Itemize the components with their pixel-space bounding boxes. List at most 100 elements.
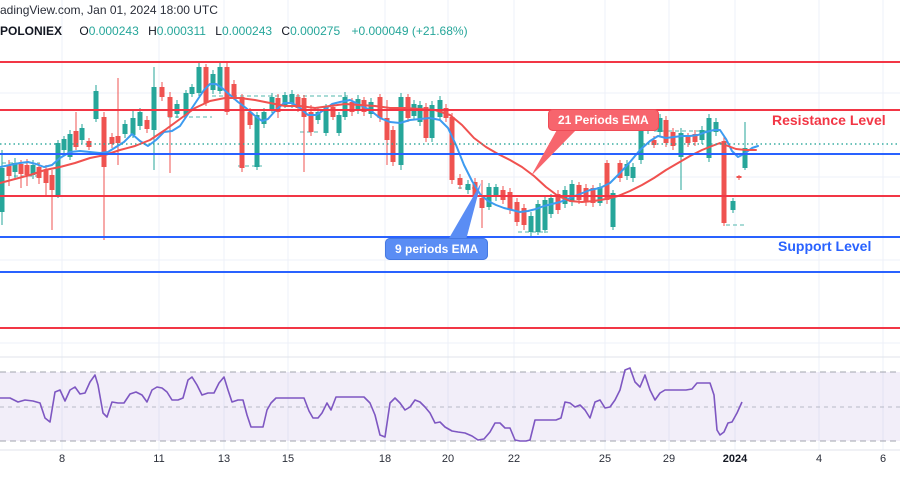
candlestick xyxy=(12,158,18,180)
close-value: 0.000275 xyxy=(290,24,341,38)
candlestick xyxy=(55,140,61,198)
open-value: 0.000243 xyxy=(88,24,139,38)
candlestick xyxy=(670,128,676,150)
high-value: 0.000311 xyxy=(156,24,206,38)
low-label: L xyxy=(215,24,222,38)
candlestick xyxy=(624,160,630,180)
candlestick xyxy=(548,194,554,218)
exchange-label[interactable]: POLONIEX xyxy=(0,24,63,38)
x-axis-tick-label: 6 xyxy=(880,453,886,465)
x-axis[interactable]: 8 11 13 15 18 20 22 25 29 2024 4 6 xyxy=(0,449,900,465)
candlestick xyxy=(742,122,748,170)
candlestick xyxy=(576,182,582,204)
candlestick xyxy=(210,70,216,94)
candlestick xyxy=(224,63,230,115)
candlestick xyxy=(390,126,396,166)
candlestick xyxy=(535,200,541,235)
level-lines-layer xyxy=(0,61,900,329)
candlestick xyxy=(67,130,73,160)
candlestick xyxy=(73,112,79,150)
candlestick xyxy=(368,98,374,118)
resistance-level-label[interactable]: Resistance Level xyxy=(772,112,886,128)
watermark-datetime: adingView.com, Jan 01, 2024 18:00 UTC xyxy=(0,3,218,17)
candlestick xyxy=(457,174,463,189)
candlestick xyxy=(49,170,55,230)
candlestick xyxy=(189,84,195,97)
ema9-line[interactable] xyxy=(0,83,759,213)
x-axis-tick-label: 13 xyxy=(218,453,230,465)
indicator-layer xyxy=(0,356,900,442)
candlestick xyxy=(449,113,455,184)
ema9-callout[interactable]: 9 periods EMA xyxy=(385,238,489,260)
candlestick xyxy=(528,212,534,236)
candlestick xyxy=(663,116,669,147)
x-axis-tick-label: 20 xyxy=(442,453,454,465)
close-label: C xyxy=(281,24,291,38)
candlestick xyxy=(122,120,128,138)
x-axis-tick-label: 2024 xyxy=(723,453,748,465)
change-value: +0.000049 (+21.68%) xyxy=(351,24,468,38)
candlestick xyxy=(630,163,636,182)
candlestick xyxy=(617,160,623,182)
candlestick xyxy=(342,92,348,120)
ema21-callout[interactable]: 21 Periods EMA xyxy=(548,109,659,131)
candlestick xyxy=(196,63,202,96)
candlestick xyxy=(542,196,548,233)
candlestick xyxy=(18,160,24,188)
x-axis-tick-label: 18 xyxy=(379,453,391,465)
candlestick xyxy=(730,198,736,213)
oscillator-line xyxy=(0,367,743,442)
candlestick xyxy=(167,92,173,173)
low-value: 0.000243 xyxy=(221,24,273,38)
candlestick xyxy=(203,64,209,106)
candlestick xyxy=(736,175,742,180)
candlestick xyxy=(261,108,267,128)
x-axis-tick-label: 4 xyxy=(816,453,822,465)
x-axis-tick-label: 11 xyxy=(153,453,164,465)
ema21-callout-tail xyxy=(531,128,578,176)
candlestick xyxy=(217,63,223,94)
candlestick xyxy=(429,101,435,142)
candlestick xyxy=(79,124,85,144)
support-level-label[interactable]: Support Level xyxy=(778,238,872,254)
candlestick xyxy=(24,159,30,186)
x-axis-tick-label: 8 xyxy=(59,453,65,465)
candlestick xyxy=(398,93,404,170)
candlestick xyxy=(130,110,136,138)
candlestick xyxy=(109,133,115,148)
symbol-ohlc-row: POLONIEX O0.000243 H0.000311 L0.000243 C… xyxy=(0,24,468,38)
candlestick xyxy=(437,96,443,120)
x-axis-tick-label: 25 xyxy=(599,453,611,465)
candlestick xyxy=(137,108,143,130)
candlestick xyxy=(144,116,150,133)
candlestick xyxy=(254,112,260,170)
x-axis-tick-label: 29 xyxy=(663,453,675,465)
open-label: O xyxy=(79,24,89,38)
ema9-callout-tail xyxy=(448,183,481,240)
candlestick xyxy=(183,90,189,118)
candlestick xyxy=(159,82,165,101)
candlestick xyxy=(86,138,92,150)
candlestick xyxy=(93,85,99,122)
candlestick xyxy=(101,112,107,240)
candlestick xyxy=(239,94,245,172)
candlestick xyxy=(657,114,663,136)
x-axis-tick-label: 22 xyxy=(508,453,520,465)
candlestick xyxy=(699,126,705,144)
candlestick xyxy=(678,128,684,190)
candlestick xyxy=(0,150,5,225)
candlestick xyxy=(336,112,342,136)
candlestick xyxy=(151,67,157,170)
candlestick xyxy=(713,118,719,136)
high-label: H xyxy=(148,24,157,38)
candlestick xyxy=(479,180,485,228)
candlestick xyxy=(692,130,698,146)
candlestick xyxy=(521,204,527,230)
candlestick xyxy=(330,104,336,120)
candlestick xyxy=(465,180,471,194)
candlestick xyxy=(417,101,423,126)
candlestick xyxy=(721,135,727,226)
candlestick xyxy=(493,184,499,201)
